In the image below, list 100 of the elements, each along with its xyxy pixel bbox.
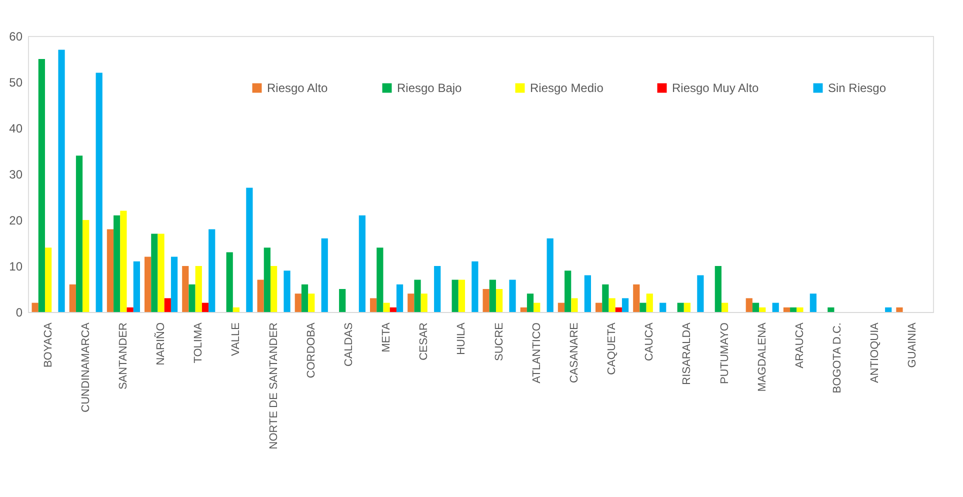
bar [226,252,233,312]
bar [677,302,684,312]
bar [596,302,602,312]
bar [164,298,171,312]
bar [284,270,290,312]
bar [126,307,134,312]
bar [133,261,140,312]
bar [783,307,790,312]
bar [608,298,616,312]
bar [208,229,216,312]
bar [482,289,490,312]
x-tick-label: ANTIOQUIA [869,322,882,384]
bar [408,294,414,312]
bar [564,270,572,312]
bar [188,284,196,312]
x-tick-label: VALLE [230,322,242,356]
bar [294,294,302,312]
x-tick-label: NARIÑO [154,322,168,366]
bar [151,234,158,312]
bar [120,210,127,312]
bar [390,307,396,312]
legend-label: Riesgo Medio [530,81,604,95]
bar [534,302,540,312]
x-tick-label: TOLIMA [192,322,205,364]
bar [796,307,804,312]
bar [584,275,591,312]
bar [82,220,90,312]
bar [496,289,503,312]
bar [32,302,38,312]
bar [246,188,253,312]
legend-label: Sin Riesgo [828,81,886,95]
bar [721,302,728,312]
y-tick-label: 60 [9,30,23,44]
x-tick-label: ARAUCA [794,322,806,368]
y-tick-label: 20 [9,214,23,228]
bar [714,266,722,312]
x-tick-label: CAQUETA [606,322,618,375]
bar [358,215,366,312]
bar [489,280,496,312]
bar [182,266,189,312]
bar [885,307,892,312]
bar [339,289,346,312]
x-tick-label: CESAR [418,322,430,360]
bar [571,298,578,312]
legend-label: Riesgo Muy Alto [672,81,760,95]
x-tick-label: NORTE DE SANTANDER [268,322,280,450]
bar [321,238,328,312]
bar [615,307,622,312]
bar [520,307,527,312]
x-tick-label: BOYACA [42,322,54,368]
x-tick-label: HUILA [456,322,468,355]
bar [96,72,102,312]
bar [684,302,691,312]
bar [414,280,421,312]
x-tick-label: SUCRE [493,322,506,362]
bar [752,302,760,312]
y-tick-label: 40 [9,122,23,136]
bar [434,266,441,312]
bar [810,294,816,312]
bar [376,248,384,312]
x-tick-label: CAUCA [644,322,656,362]
bar [106,229,114,312]
bar [759,307,766,312]
bar [114,215,120,312]
bar [370,298,377,312]
bar [622,298,629,312]
bar [158,234,164,312]
bar [458,280,466,312]
bar [828,307,834,312]
legend-label: Riesgo Bajo [397,81,462,95]
bar [264,248,270,312]
bar [195,266,202,312]
x-tick-label: CASANARE [568,322,580,384]
bar [472,261,478,312]
x-tick-label: CALDAS [342,322,355,367]
bar [790,307,797,312]
bar [301,284,308,312]
x-tick-label: ATLANTICO [530,322,543,384]
x-tick-label: BOGOTA D.C. [832,322,844,394]
bar [602,284,609,312]
x-tick-label: PUTUMAYO [718,322,731,384]
bar [633,284,640,312]
x-tick-label: CORDOBA [305,322,318,378]
bar [746,298,752,312]
x-tick-label: CUNDINAMARCA [80,322,92,412]
bar [420,294,428,312]
bar [308,294,315,312]
x-tick-label: MAGDALENA [756,322,768,392]
bar [697,275,704,312]
x-tick-label: RISARALDA [681,322,694,385]
bar [896,307,903,312]
bar [44,248,52,312]
bar [772,302,779,312]
legend-label: Riesgo Alto [267,81,328,95]
y-tick-label: 50 [9,76,23,90]
bar [69,284,76,312]
bar [144,256,152,312]
y-tick-label: 10 [9,260,23,274]
bar [640,302,646,312]
bar [383,302,390,312]
